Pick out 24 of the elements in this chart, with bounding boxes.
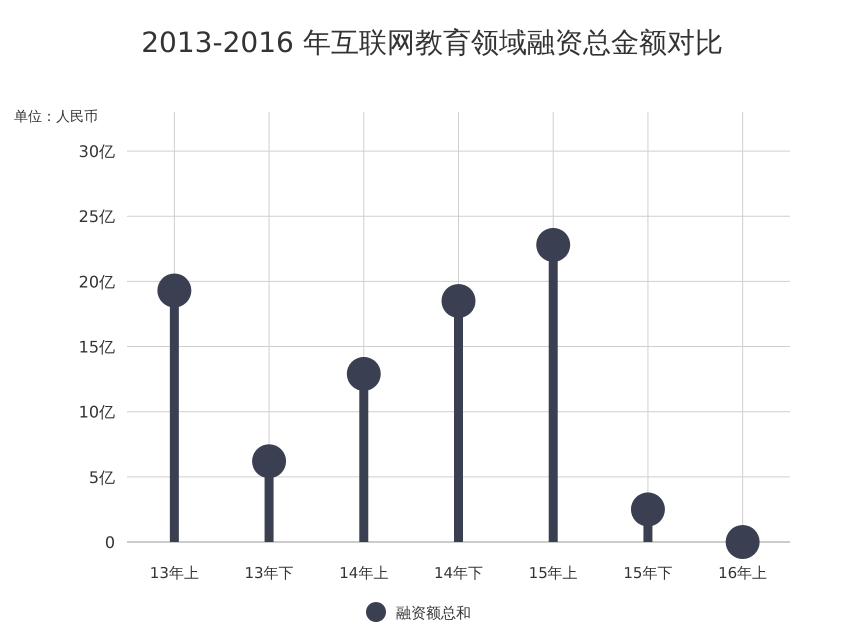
y-tick-label: 10亿 [78,402,115,422]
y-tick-label: 0 [104,533,115,552]
x-tick-label: 16年上 [718,564,768,582]
y-tick-label: 30亿 [78,142,115,162]
point [157,274,192,308]
point [252,444,286,478]
chart-title: 2013-2016 年互联网教育领域融资总金额对比 [141,26,723,59]
point [442,284,476,318]
y-tick-label: 25亿 [78,207,115,226]
x-tick-label: 15年下 [623,564,672,582]
y-axis-title: 单位：人民币 [14,109,98,125]
x-tick-label: 15年上 [528,564,578,582]
x-tick-label: 13年上 [150,564,199,582]
y-tick-label: 20亿 [78,272,115,292]
x-tick-label: 14年上 [339,564,388,582]
y-tick-label: 5亿 [88,468,115,487]
point [726,525,760,559]
y-tick-label: 15亿 [78,338,115,357]
x-tick-label: 13年下 [244,564,294,582]
legend-label: 融资额总和 [396,604,471,622]
point [630,492,665,526]
point [346,356,381,391]
x-tick-label: 14年下 [434,564,484,582]
point [536,228,570,262]
